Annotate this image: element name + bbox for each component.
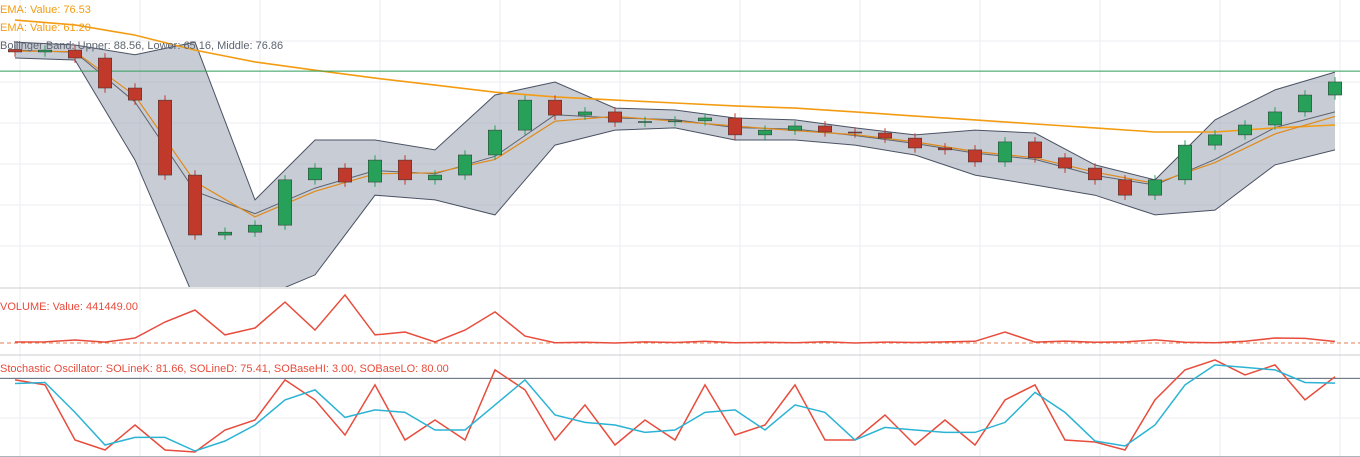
candle-body bbox=[878, 132, 892, 139]
candle-body bbox=[848, 131, 862, 134]
candle-body bbox=[518, 99, 532, 131]
candle-body bbox=[638, 121, 652, 123]
bollinger-fill bbox=[15, 42, 1335, 287]
legend-label: EMA: Value: 61.20 bbox=[0, 22, 91, 34]
candle-body bbox=[308, 167, 322, 181]
candle-body bbox=[428, 174, 442, 181]
candle-body bbox=[908, 137, 922, 149]
candle-body bbox=[128, 87, 142, 101]
candle-body bbox=[158, 99, 172, 176]
panel bbox=[14, 293, 1336, 344]
candle-body bbox=[1178, 144, 1192, 181]
candle-body bbox=[998, 141, 1012, 163]
candle-body bbox=[698, 117, 712, 122]
candle-body bbox=[668, 120, 682, 123]
legend-label: EMA: Value: 76.53 bbox=[0, 4, 91, 16]
candle-body bbox=[1088, 167, 1102, 181]
candle-body bbox=[728, 117, 742, 136]
candle-body bbox=[1268, 111, 1282, 126]
legend-label: Bollinger Band: Upper: 88.56, Lower: 65.… bbox=[0, 40, 283, 52]
candle-body bbox=[38, 49, 52, 53]
candle-body bbox=[488, 129, 502, 156]
candle-body bbox=[1208, 134, 1222, 146]
panel bbox=[0, 359, 1360, 457]
candle-body bbox=[1238, 124, 1252, 136]
series-line bbox=[14, 359, 1336, 453]
candle-body bbox=[968, 149, 982, 163]
candle-body bbox=[188, 174, 202, 236]
series-line bbox=[14, 293, 1336, 344]
candle-body bbox=[278, 179, 292, 226]
panel bbox=[0, 19, 1360, 287]
candle-body bbox=[1118, 179, 1132, 196]
candle-body bbox=[608, 111, 622, 123]
candle-body bbox=[1148, 179, 1162, 196]
candle-body bbox=[1298, 94, 1312, 113]
candle-body bbox=[458, 154, 472, 176]
candle-body bbox=[248, 224, 262, 233]
candle-body bbox=[8, 49, 22, 53]
candle-body bbox=[338, 167, 352, 183]
candle-body bbox=[218, 231, 232, 236]
legend-label: Stochastic Oscillator: SOLineK: 81.66, S… bbox=[0, 363, 449, 375]
ema-line bbox=[14, 19, 1336, 133]
candle-body bbox=[1058, 157, 1072, 169]
candle-body bbox=[68, 49, 82, 59]
candle-body bbox=[1028, 141, 1042, 159]
candle-body bbox=[788, 125, 802, 131]
candle-body bbox=[548, 99, 562, 116]
candle-body bbox=[578, 111, 592, 116]
candle-body bbox=[98, 57, 112, 89]
legend-label: VOLUME: Value: 441449.00 bbox=[0, 301, 138, 313]
candle-body bbox=[1328, 81, 1342, 96]
candle-body bbox=[368, 159, 382, 183]
bollinger-lower bbox=[14, 57, 1336, 287]
series-line bbox=[14, 364, 1336, 452]
candle-body bbox=[818, 125, 832, 133]
bollinger-upper bbox=[14, 41, 1336, 201]
candle-body bbox=[938, 147, 952, 151]
candle-body bbox=[398, 159, 412, 181]
candle-body bbox=[758, 129, 772, 136]
